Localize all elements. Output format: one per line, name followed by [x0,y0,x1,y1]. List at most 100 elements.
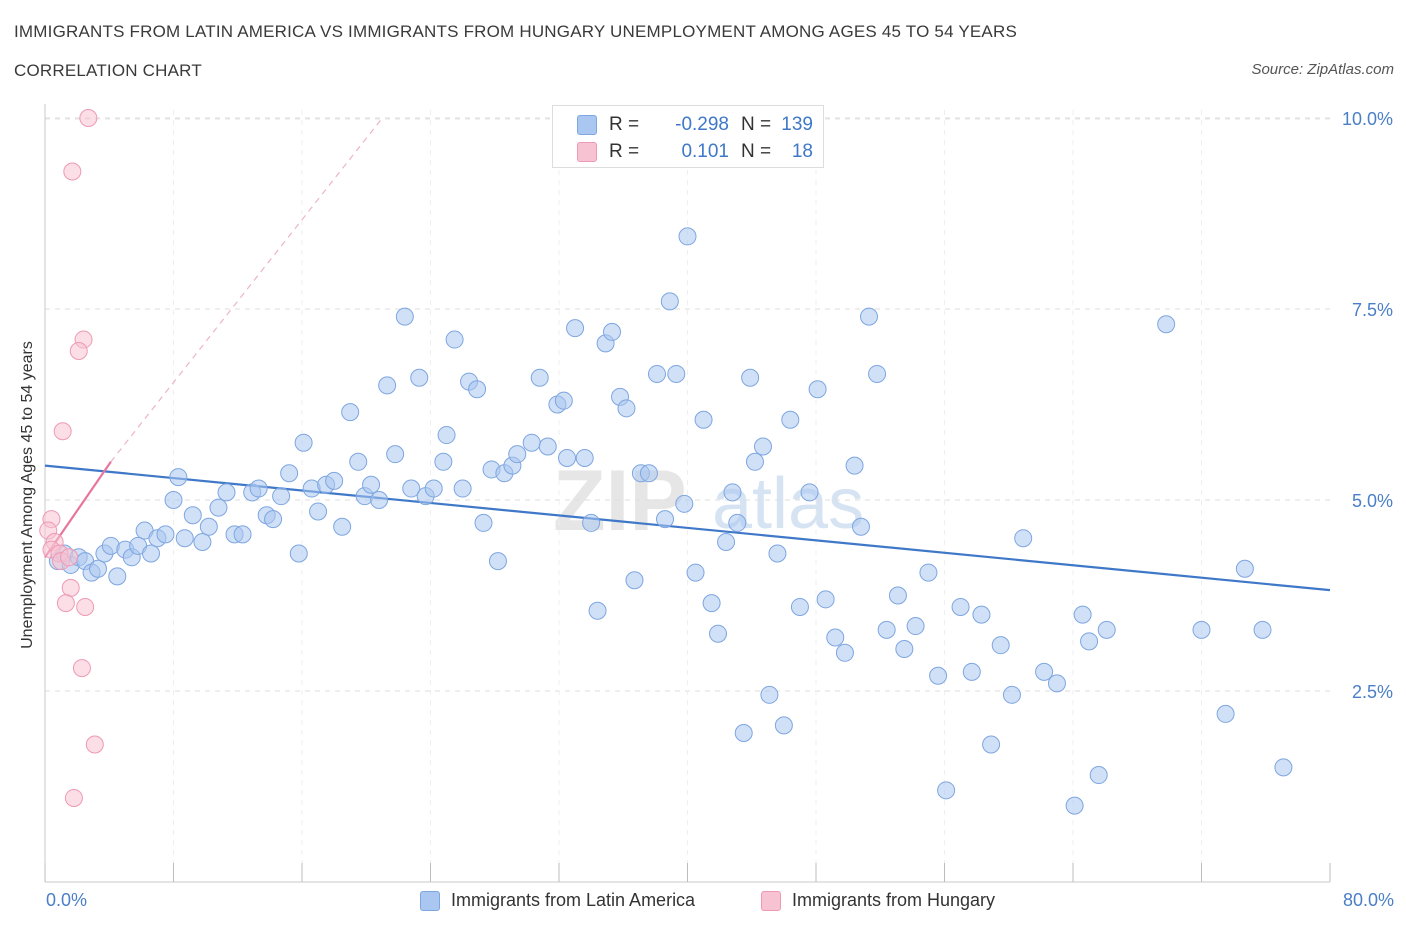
r-label: R = [609,114,640,135]
point-series-0-99 [768,544,787,563]
point-series-0-20 [183,506,202,525]
point-series-0-44 [370,491,389,509]
point-series-1-1 [63,162,82,181]
point-series-0-57 [468,380,487,399]
point-series-0-30 [264,510,283,529]
y-axis-label: Unemployment Among Ages 45 to 54 years [19,341,36,649]
point-series-0-77 [617,399,636,418]
point-series-0-131 [1089,766,1108,785]
point-series-0-71 [575,448,594,467]
point-series-0-84 [667,364,686,383]
point-series-0-66 [538,437,557,456]
point-series-1-4 [53,422,72,441]
point-series-0-91 [717,533,736,552]
point-series-0-17 [164,491,183,509]
point-series-0-38 [325,471,344,490]
point-series-0-82 [656,510,675,529]
point-series-0-47 [395,307,414,326]
point-series-0-133 [1157,315,1176,334]
n-value: 18 [791,141,813,162]
point-series-0-78 [625,571,644,590]
point-series-0-129 [1073,605,1092,624]
point-series-0-21 [193,533,212,552]
n-label: N = [741,141,772,162]
point-series-0-116 [919,563,938,582]
point-series-0-54 [445,330,464,349]
point-series-0-75 [603,322,622,341]
trend-extension-series-1 [110,117,383,463]
point-series-0-136 [1216,704,1235,723]
point-series-0-94 [734,724,753,743]
legend: Immigrants from Latin America Immigrants… [0,890,1406,916]
legend-label-hungary: Immigrants from Hungary [792,890,996,910]
point-series-0-26 [233,525,252,544]
point-series-0-24 [217,483,236,502]
point-series-0-112 [877,620,896,639]
chart-title: IMMIGRANTS FROM LATIN AMERICA VS IMMIGRA… [14,22,1017,41]
x-tick-label-max: 80.0% [1342,890,1394,910]
watermark: ZIP atlas [553,453,864,549]
point-series-0-93 [728,513,747,532]
point-series-0-14 [142,544,161,563]
point-series-0-81 [647,364,666,383]
watermark-zip: ZIP [553,453,687,549]
point-series-0-120 [962,662,981,681]
point-series-0-49 [410,368,429,387]
point-series-0-132 [1097,620,1116,639]
point-series-1-0 [79,109,98,127]
point-series-0-111 [868,364,887,383]
point-series-0-52 [434,452,453,471]
data-points [39,109,1293,815]
point-series-0-65 [530,368,549,387]
point-series-1-16 [85,735,104,754]
point-series-0-113 [888,586,907,605]
x-tick-label-min: 0.0% [46,890,88,910]
point-series-0-33 [289,544,308,563]
point-series-0-87 [686,563,705,582]
point-series-1-3 [69,342,88,361]
legend-item-hungary: Immigrants from Hungary [761,890,995,911]
point-series-0-100 [774,716,793,735]
point-series-0-96 [745,452,764,471]
point-series-0-83 [660,292,679,311]
point-series-0-43 [362,475,381,494]
point-series-0-28 [249,479,268,498]
legend-item-latin-america: Immigrants from Latin America [420,890,695,911]
point-series-0-126 [1035,662,1054,681]
point-series-0-117 [929,666,948,685]
point-series-0-55 [453,479,472,498]
point-series-0-106 [826,628,845,647]
stats-row-hungary: R = 0.101 N = 18 [577,139,813,165]
point-series-1-14 [76,597,95,616]
point-series-0-138 [1253,620,1272,639]
stats-box: R = -0.298 N = 139 R = 0.101 N = 18 [552,105,824,168]
r-value: 0.101 [681,141,729,162]
y-tick-label-1: 5.0% [1352,491,1393,511]
point-series-0-58 [474,513,493,532]
point-series-0-135 [1274,758,1293,777]
point-series-0-90 [709,624,728,643]
point-series-0-6 [89,559,108,578]
point-series-0-51 [424,479,443,498]
point-series-0-128 [1065,796,1084,815]
source-credit: Source: ZipAtlas.com [1251,61,1394,78]
point-series-0-124 [1002,685,1021,704]
point-series-0-45 [378,376,397,395]
y-tick-labels: 2.5% 5.0% 7.5% 10.0% [1342,109,1393,702]
axes [44,104,1331,883]
point-series-0-70 [566,319,585,338]
point-series-0-115 [906,617,925,636]
point-series-0-53 [437,426,456,445]
point-series-0-16 [156,525,175,544]
point-series-0-64 [522,433,541,452]
point-series-0-89 [702,594,721,613]
stats-swatch-latin-america [577,115,597,135]
point-series-1-13 [56,594,75,613]
point-series-0-18 [169,468,188,487]
point-series-0-114 [895,639,914,658]
chart-subtitle: CORRELATION CHART [14,61,202,80]
point-series-0-105 [816,590,835,609]
point-series-0-122 [982,735,1001,754]
point-series-0-63 [508,445,527,464]
